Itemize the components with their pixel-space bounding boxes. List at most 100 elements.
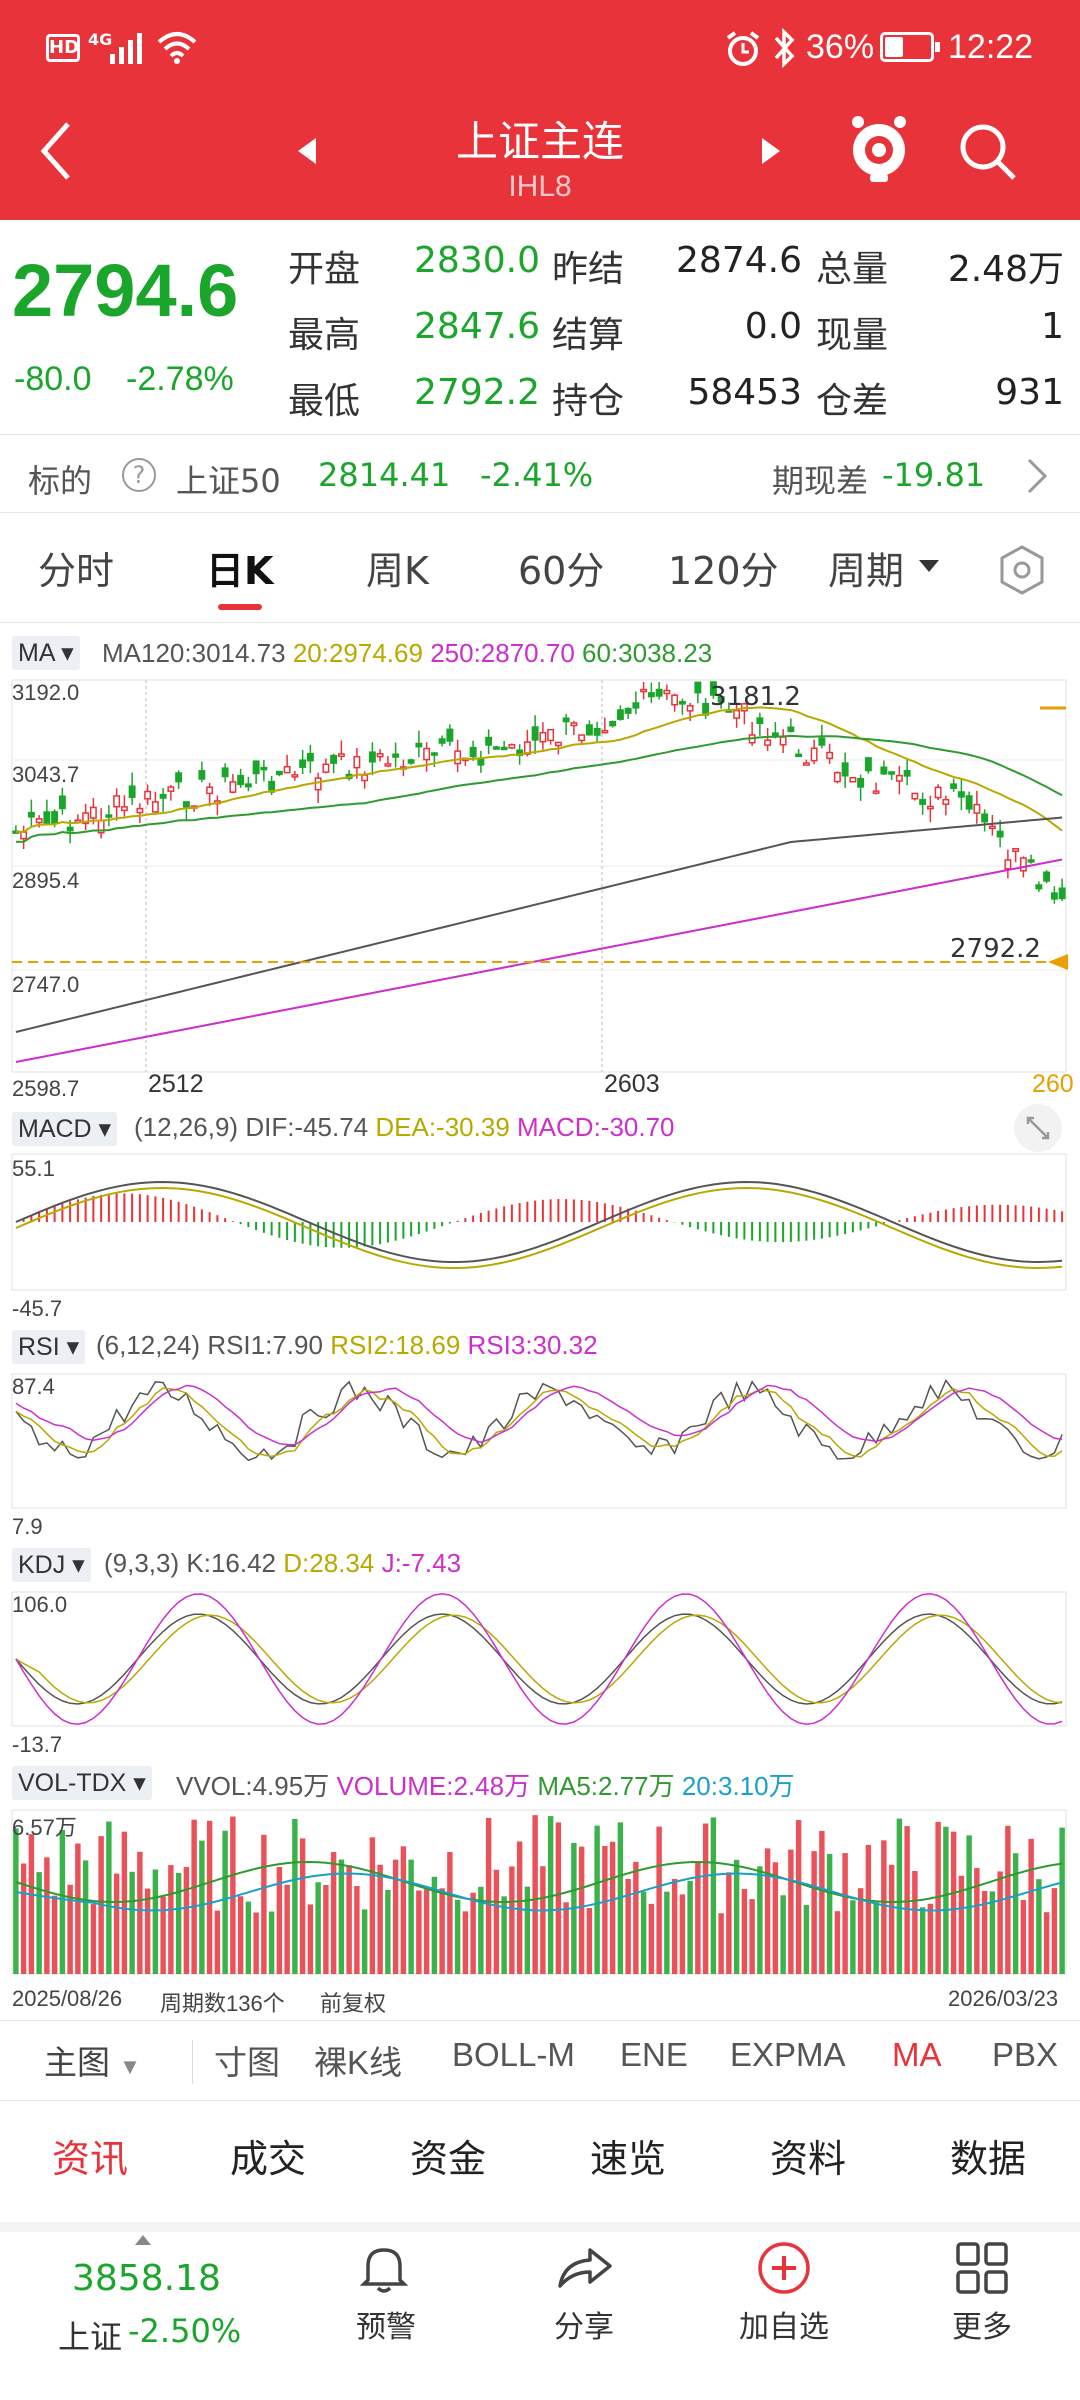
volume-bar: [253, 1912, 259, 1974]
candle-body: [198, 770, 206, 780]
nav-share[interactable]: 分享: [554, 2310, 614, 2345]
section-funds[interactable]: 资金: [410, 2137, 487, 2181]
total-volume-label: 总量: [816, 249, 889, 290]
candle-body: [275, 770, 283, 776]
volume-bar: [392, 1859, 399, 1974]
index-value[interactable]: 3858.18: [72, 2258, 221, 2299]
search-icon[interactable]: [956, 120, 1020, 184]
divider: [0, 2222, 1080, 2232]
ma60-legend: 60:3038.23: [582, 638, 713, 668]
candle-body: [802, 762, 810, 766]
candle-body: [640, 688, 648, 693]
tool-pbx[interactable]: PBX: [992, 2036, 1059, 2073]
mascot-icon[interactable]: [846, 112, 912, 186]
volume-bar: [121, 1831, 128, 1974]
volume-bar: [191, 1819, 197, 1974]
ma-indicator-button[interactable]: MA ▾: [12, 636, 80, 670]
volume-bar: [679, 1894, 686, 1974]
section-overview[interactable]: 速览: [590, 2137, 667, 2181]
tab-weekly-k[interactable]: 周K: [366, 549, 429, 593]
macd-button-label: MACD: [18, 1115, 92, 1143]
settle-value: 0.0: [744, 306, 802, 347]
settings-hexagon-icon[interactable]: [996, 544, 1048, 596]
panel-frame: [11, 1153, 1067, 1291]
macd-value: MACD:-30.70: [517, 1112, 675, 1142]
section-news[interactable]: 资讯: [52, 2137, 129, 2181]
underlying-value: 2814.41: [318, 456, 451, 494]
volume-bar: [780, 1895, 786, 1974]
candle-body: [291, 774, 299, 778]
nav-alert[interactable]: 预警: [356, 2310, 416, 2345]
back-icon[interactable]: [36, 120, 76, 182]
more-grid-icon[interactable]: [954, 2240, 1010, 2296]
tool-ene[interactable]: ENE: [620, 2036, 688, 2073]
section-data[interactable]: 数据: [950, 2137, 1027, 2181]
volume-bar: [633, 1861, 639, 1974]
candle-body: [299, 759, 307, 768]
candle-body: [361, 774, 369, 782]
section-profile[interactable]: 资料: [770, 2137, 847, 2181]
underlying-label: 标的: [28, 462, 93, 500]
index-pct: -2.50%: [128, 2312, 242, 2350]
candle-body: [430, 752, 438, 756]
candle-body: [864, 757, 872, 772]
vol-top: 6.57万: [12, 1815, 77, 1840]
macd-indicator-button[interactable]: MACD ▾: [12, 1112, 118, 1146]
vol-ma20: 20:3.10万: [681, 1771, 795, 1801]
prev-contract-icon[interactable]: [296, 136, 320, 166]
tab-period[interactable]: 周期: [828, 549, 905, 593]
next-contract-icon[interactable]: [758, 136, 782, 166]
period-count: 周期数136个: [160, 1991, 285, 2016]
share-icon[interactable]: [554, 2242, 614, 2294]
volume-bar: [547, 1816, 554, 1974]
tab-60min[interactable]: 60分: [518, 549, 605, 593]
rsi-indicator-button[interactable]: RSI ▾: [12, 1330, 86, 1364]
nav-more[interactable]: 更多: [952, 2310, 1012, 2345]
vol-indicator-button[interactable]: VOL-TDX ▾: [12, 1766, 152, 1800]
add-watchlist-icon[interactable]: [756, 2240, 812, 2296]
volume-bar: [927, 1903, 934, 1974]
volume-bar: [470, 1892, 476, 1974]
macd-params: (12,26,9): [134, 1112, 239, 1142]
candle-body: [485, 736, 493, 746]
candle-body: [655, 688, 663, 697]
tab-daily-k[interactable]: 日K: [206, 549, 274, 593]
candle-body: [570, 722, 578, 727]
tab-120min[interactable]: 120分: [668, 549, 779, 593]
caret-up-icon: [135, 2235, 151, 2245]
rsi1-line: [15, 1379, 1063, 1462]
tool-inch-chart[interactable]: 寸图: [214, 2044, 280, 2081]
kline-chart[interactable]: [0, 622, 1080, 2022]
section-trades[interactable]: 成交: [230, 2137, 307, 2181]
candle-body: [694, 681, 702, 694]
tool-boll-m[interactable]: BOLL-M: [452, 2036, 575, 2073]
volume-bar: [749, 1899, 755, 1974]
help-icon[interactable]: ?: [122, 458, 156, 492]
candle-body: [260, 766, 268, 771]
tool-naked-k[interactable]: 裸K线: [314, 2044, 403, 2081]
volume-bar: [431, 1876, 438, 1974]
open-label: 开盘: [288, 249, 361, 290]
volume-bar: [687, 1880, 693, 1974]
candle-body: [539, 731, 547, 743]
kdj-indicator-button[interactable]: KDJ ▾: [12, 1548, 91, 1582]
volume-bar: [702, 1823, 709, 1974]
candle-body: [872, 790, 880, 794]
divider: [0, 2100, 1080, 2101]
volume-bar: [206, 1820, 213, 1974]
bell-icon[interactable]: [356, 2240, 412, 2296]
candle-body: [469, 746, 477, 758]
main-chart-select[interactable]: 主图 ▼: [44, 2044, 141, 2081]
tool-ma[interactable]: MA: [892, 2036, 942, 2073]
tool-expma[interactable]: EXPMA: [730, 2036, 846, 2073]
ma20-line: [15, 706, 1063, 833]
expand-icon[interactable]: [1014, 1104, 1062, 1152]
divider: [0, 622, 1080, 623]
candle-body: [384, 763, 392, 767]
tab-timeshare[interactable]: 分时: [38, 549, 115, 593]
caret-down-icon[interactable]: [918, 558, 940, 574]
chevron-right-icon[interactable]: [1024, 456, 1050, 496]
nav-add-watchlist[interactable]: 加自选: [739, 2310, 829, 2345]
candle-body: [306, 752, 314, 762]
volume-bar: [881, 1840, 887, 1974]
